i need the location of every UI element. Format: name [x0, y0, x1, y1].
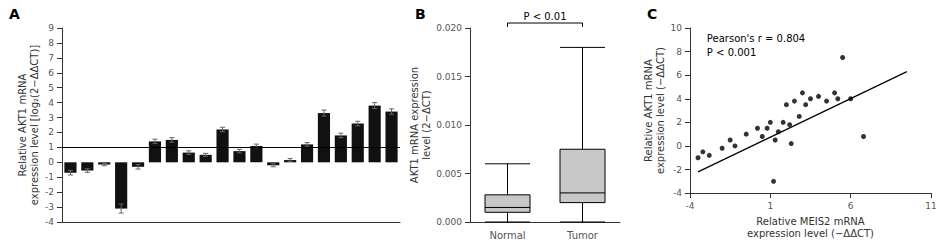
svg-text:level (2−ΔCT): level (2−ΔCT) [421, 90, 432, 160]
svg-text:11: 11 [925, 201, 936, 211]
svg-text:-1: -1 [45, 172, 54, 182]
svg-text:2: 2 [676, 117, 682, 127]
svg-text:2: 2 [48, 127, 54, 137]
svg-text:Normal: Normal [489, 230, 525, 241]
svg-text:0.005: 0.005 [436, 169, 462, 179]
svg-text:0.020: 0.020 [436, 23, 462, 33]
svg-text:expression level (−ΔΔCT): expression level (−ΔΔCT) [747, 228, 874, 239]
svg-text:Tumor: Tumor [566, 230, 599, 241]
svg-text:8: 8 [48, 38, 54, 48]
svg-text:5: 5 [48, 83, 54, 93]
svg-text:0.015: 0.015 [436, 72, 462, 82]
svg-text:C: C [647, 6, 657, 22]
svg-text:6: 6 [48, 68, 54, 78]
svg-text:8: 8 [676, 47, 682, 57]
svg-text:0: 0 [676, 141, 682, 151]
svg-text:Relative MEIS2 mRNA: Relative MEIS2 mRNA [756, 216, 864, 227]
svg-text:-4: -4 [45, 217, 54, 227]
svg-text:P < 0.001: P < 0.001 [707, 47, 756, 58]
svg-text:B: B [415, 6, 426, 22]
svg-text:9: 9 [48, 23, 54, 33]
svg-text:0: 0 [48, 157, 54, 167]
svg-text:-4: -4 [686, 201, 695, 211]
svg-text:-2: -2 [673, 165, 682, 175]
svg-text:4: 4 [48, 98, 54, 108]
svg-text:6: 6 [848, 201, 854, 211]
svg-text:-3: -3 [45, 202, 54, 212]
svg-text:1: 1 [48, 142, 54, 152]
svg-text:A: A [9, 6, 20, 22]
svg-text:10: 10 [671, 23, 683, 33]
svg-text:1: 1 [767, 201, 773, 211]
svg-text:3: 3 [48, 113, 54, 123]
svg-text:Relative AKT1 mRNA: Relative AKT1 mRNA [17, 73, 28, 176]
svg-text:4: 4 [676, 94, 682, 104]
svg-text:P < 0.01: P < 0.01 [523, 11, 566, 22]
svg-text:expression level (−ΔΔCT): expression level (−ΔΔCT) [655, 47, 666, 174]
svg-text:0.010: 0.010 [436, 120, 462, 130]
svg-text:Pearson's r = 0.804: Pearson's r = 0.804 [707, 33, 805, 44]
svg-text:Relative AKT1 mRNA: Relative AKT1 mRNA [643, 59, 654, 162]
svg-text:7: 7 [48, 53, 54, 63]
svg-text:-2: -2 [45, 187, 54, 197]
svg-text:0.000: 0.000 [436, 217, 462, 227]
svg-text:expression level [log₂(2−ΔΔCT): expression level [log₂(2−ΔΔCT)] [29, 45, 40, 206]
svg-text:-4: -4 [673, 188, 682, 198]
svg-text:6: 6 [676, 70, 682, 80]
svg-text:AKT1 mRNA expression: AKT1 mRNA expression [409, 67, 420, 183]
